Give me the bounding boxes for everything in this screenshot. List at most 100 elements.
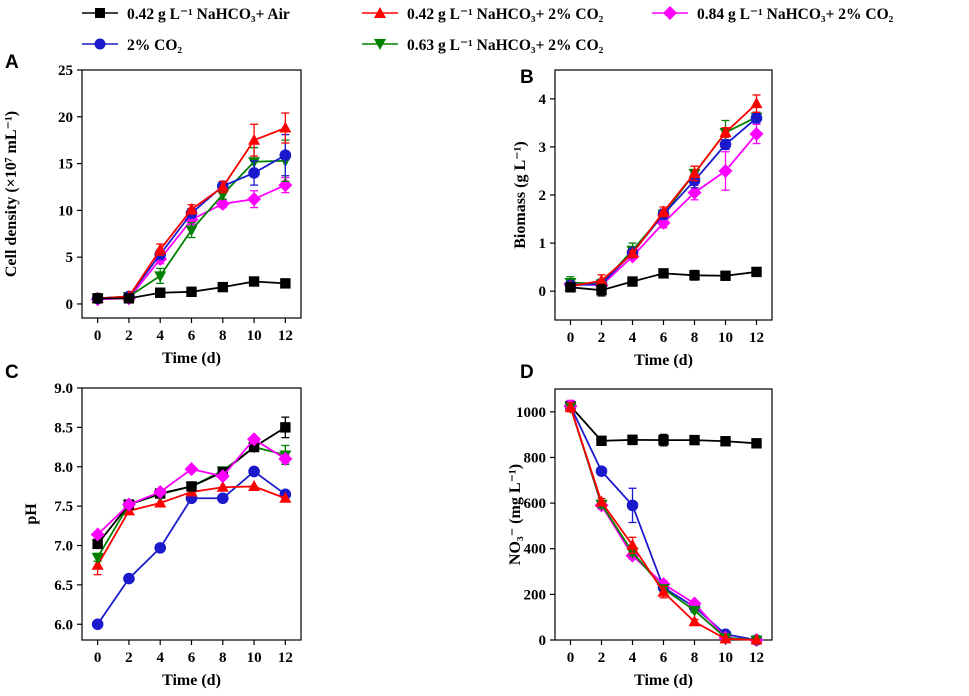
panel-letter: C xyxy=(5,362,19,383)
legend-marker-063 xyxy=(374,39,386,50)
x-tick-label: 0 xyxy=(94,650,102,666)
data-point xyxy=(565,282,576,293)
data-point xyxy=(750,633,763,645)
x-tick-label: 0 xyxy=(94,328,102,344)
y-tick-label: 0 xyxy=(539,284,547,300)
legend-label-042: 0.42 g L⁻¹ NaHCO₃+ 2% CO₂ xyxy=(407,6,604,23)
x-axis-label: Time (d) xyxy=(634,352,693,369)
data-point xyxy=(247,192,262,207)
data-point xyxy=(627,434,638,446)
data-point xyxy=(91,552,104,564)
y-tick-label: 9.0 xyxy=(54,381,73,397)
x-tick-label: 4 xyxy=(629,330,637,346)
data-point xyxy=(154,243,167,255)
x-axis-label: Time (d) xyxy=(162,350,221,367)
series-s_co2 xyxy=(564,112,763,292)
y-tick-label: 20 xyxy=(58,110,73,126)
data-point xyxy=(626,247,639,259)
y-tick-label: 8.0 xyxy=(54,460,73,476)
legend-item-084: 0.84 g L⁻¹ NaHCO₃+ 2% CO₂ xyxy=(652,6,894,23)
series-s_air xyxy=(565,266,762,297)
series-s_042 xyxy=(564,400,763,645)
data-point xyxy=(596,284,607,296)
legend-item-co2: 2% CO₂ xyxy=(82,37,182,54)
data-point xyxy=(123,572,135,585)
x-tick-label: 12 xyxy=(749,650,764,666)
data-point xyxy=(91,618,104,631)
data-point xyxy=(121,497,136,512)
x-tick-label: 4 xyxy=(629,650,637,666)
panel-D: D 0 2 4 6 8 10 12 0 200 400 600 800 1000 Time (d) NO₃⁻ … xyxy=(507,362,773,689)
legend: 0.42 g L⁻¹ NaHCO₃+ Air 0.42 g L⁻¹ NaHCO₃… xyxy=(82,6,894,54)
data-point xyxy=(216,492,229,505)
x-tick-label: 12 xyxy=(278,328,293,344)
data-point xyxy=(217,281,228,293)
x-tick-label: 2 xyxy=(125,650,133,666)
data-point xyxy=(596,435,607,446)
data-point xyxy=(720,270,731,281)
series-s_air xyxy=(92,416,291,550)
x-tick-label: 12 xyxy=(749,330,764,346)
y-tick-label: 7.5 xyxy=(54,499,73,515)
data-point xyxy=(688,605,701,617)
data-point xyxy=(248,441,260,453)
data-point xyxy=(248,167,260,179)
y-tick-label: 3 xyxy=(539,140,547,156)
y-tick-label: 8.5 xyxy=(54,420,73,436)
data-point xyxy=(91,558,104,570)
y-tick-label: 0 xyxy=(539,633,547,649)
y-tick-label: 800 xyxy=(524,450,547,466)
data-point xyxy=(279,491,292,503)
y-axis-label: Cell density (×10⁷ mL⁻¹) xyxy=(3,111,20,277)
data-point xyxy=(595,465,608,477)
y-tick-label: 600 xyxy=(524,496,547,512)
data-point xyxy=(185,202,198,214)
data-point xyxy=(687,185,702,200)
data-point xyxy=(154,542,167,554)
axes-frame xyxy=(81,387,302,641)
y-tick-label: 0 xyxy=(66,297,74,313)
data-point xyxy=(688,166,701,178)
data-point xyxy=(215,469,230,484)
panel-letter: D xyxy=(520,362,534,383)
data-point xyxy=(90,527,105,542)
x-tick-label: 0 xyxy=(567,650,575,666)
data-point xyxy=(689,270,700,281)
data-point xyxy=(154,496,167,508)
y-tick-label: 1000 xyxy=(516,405,546,421)
data-point xyxy=(719,126,732,137)
x-tick-label: 4 xyxy=(156,328,164,344)
y-tick-label: 6.0 xyxy=(54,617,73,633)
y-tick-label: 6.5 xyxy=(54,578,73,594)
x-tick-label: 8 xyxy=(219,328,227,344)
data-point xyxy=(153,484,168,499)
data-point xyxy=(657,585,670,597)
x-tick-label: 8 xyxy=(219,650,227,666)
data-point xyxy=(155,287,166,298)
x-tick-label: 8 xyxy=(691,650,699,666)
y-axis-label: pH xyxy=(23,503,40,525)
series-s_042 xyxy=(564,94,763,291)
series-s_air xyxy=(565,400,762,449)
data-point xyxy=(92,538,103,550)
x-tick-label: 4 xyxy=(156,650,164,666)
y-tick-label: 10 xyxy=(58,203,73,219)
series-s_co2 xyxy=(91,465,292,631)
data-point xyxy=(718,163,733,178)
y-tick-label: 15 xyxy=(58,157,73,173)
data-point xyxy=(719,138,732,151)
panel-C: C 0 2 4 6 8 10 12 6.0 6.5 7.0 7.5 8.0 8.5 9.0 Time (d) p… xyxy=(5,362,302,689)
data-point xyxy=(278,451,293,466)
data-point xyxy=(750,97,763,109)
x-tick-label: 6 xyxy=(188,328,196,344)
legend-label-063: 0.63 g L⁻¹ NaHCO₃+ 2% CO₂ xyxy=(407,37,604,54)
data-point xyxy=(719,632,732,644)
data-point xyxy=(658,268,669,279)
x-tick-label: 0 xyxy=(567,330,575,346)
x-tick-label: 6 xyxy=(660,650,668,666)
data-point xyxy=(186,481,197,492)
data-point xyxy=(186,286,197,297)
legend-label-084: 0.84 g L⁻¹ NaHCO₃+ 2% CO₂ xyxy=(697,6,894,23)
x-tick-label: 2 xyxy=(598,650,606,666)
data-point xyxy=(248,276,260,287)
